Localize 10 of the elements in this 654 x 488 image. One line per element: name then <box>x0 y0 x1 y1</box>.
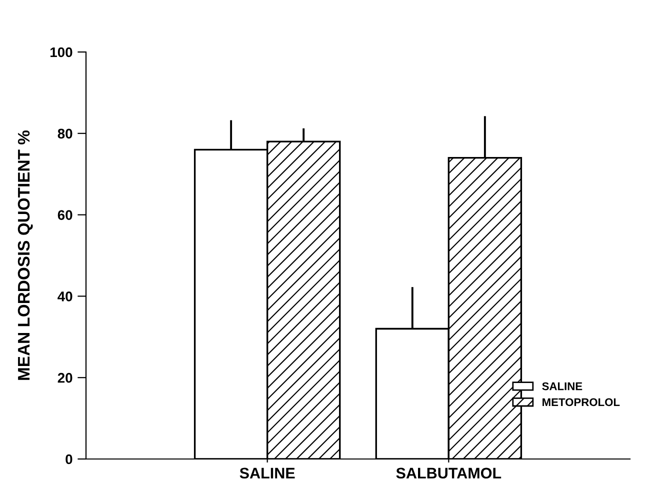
legend-label: METOPROLOL <box>542 398 620 406</box>
y-tick-label: 20 <box>58 372 72 383</box>
y-axis-title: MEAN LORDOSIS QUOTIENT % <box>18 130 33 380</box>
y-tick-label: 0 <box>66 454 72 464</box>
y-tick-label: 100 <box>50 47 72 58</box>
legend-label: SALINE <box>542 382 582 390</box>
y-tick-label: 60 <box>58 210 72 220</box>
y-tick-label: 80 <box>58 128 72 139</box>
y-tick-label: 40 <box>58 292 72 302</box>
x-tick-label: SALBUTAMOL <box>396 468 502 479</box>
